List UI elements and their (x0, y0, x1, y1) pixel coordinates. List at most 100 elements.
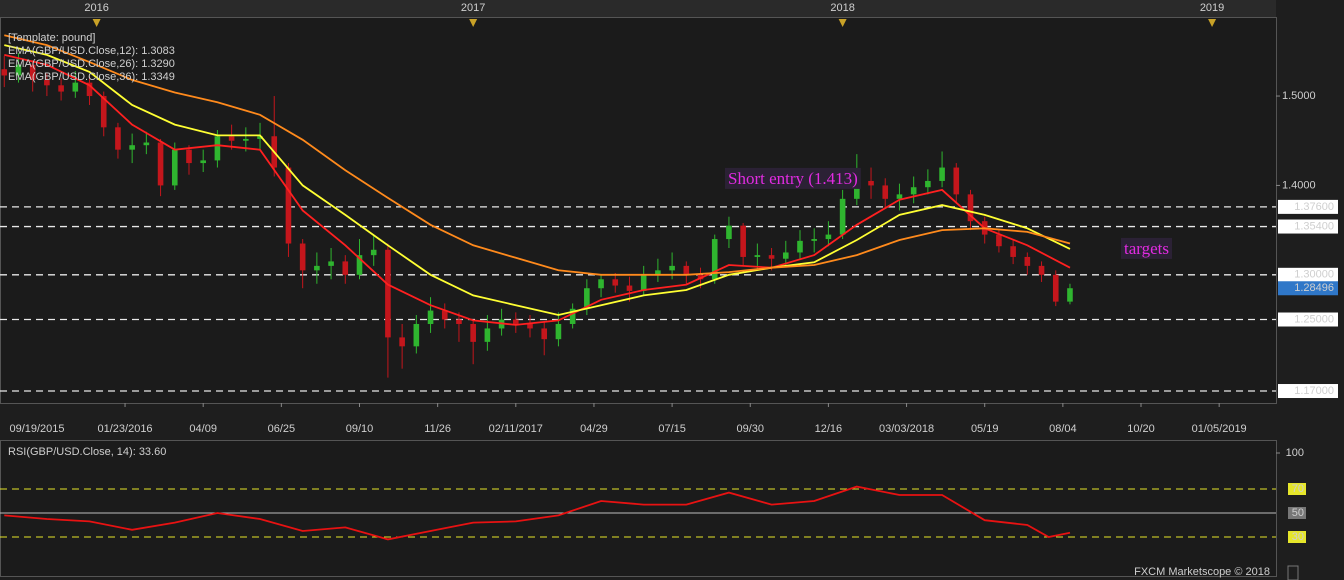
candle-body (484, 328, 491, 342)
y-tick-label: 100 (1286, 447, 1304, 459)
x-tick-label: 09/30 (736, 423, 764, 435)
annotation: Short entry (1.413) (728, 169, 858, 188)
candle-body (257, 136, 263, 139)
candle-body (683, 265, 690, 275)
year-label: 2016 (84, 2, 108, 14)
candle-body (72, 82, 79, 92)
candle-body (399, 337, 405, 347)
year-marker (92, 19, 101, 27)
rsi-panel (0, 440, 1277, 577)
legend-entry: EMA(GBP/USD.Close,12): 1.3083 (8, 45, 175, 57)
candle-body (299, 243, 306, 271)
candle-body (541, 328, 548, 340)
last-price-box (1278, 281, 1338, 296)
y-tick-box (1288, 531, 1306, 543)
ema-line (4, 34, 1071, 276)
candle-body (115, 127, 121, 150)
candle-body (811, 239, 817, 241)
y-tick-label: 30 (1292, 531, 1304, 543)
candle-body (854, 180, 860, 199)
price-plot: 1.5000 1.4000 1.37600 1.35400 1.30000 1.25000… (0, 34, 1338, 399)
candle-body (100, 96, 107, 128)
y-tick-label: 50 (1292, 507, 1304, 519)
year-marker (1208, 19, 1217, 27)
candle-body (598, 279, 604, 289)
annotation: targets (1124, 239, 1169, 258)
candle-body (967, 194, 974, 222)
level-label: 1.35400 (1294, 220, 1334, 232)
candle-body (669, 265, 675, 271)
scroll-box (1287, 565, 1299, 580)
level-box (1278, 312, 1338, 327)
candle-body (825, 234, 832, 240)
candle-body (953, 167, 960, 195)
candle-body (882, 185, 889, 199)
candle-body (626, 285, 633, 291)
candle-body (58, 85, 64, 92)
candle-body (939, 167, 945, 181)
candle-body (512, 319, 519, 324)
candle-body (910, 187, 917, 195)
candle-body (370, 249, 377, 256)
x-tick-label: 04/29 (580, 423, 608, 435)
y-tick-box (1288, 483, 1306, 495)
candle-body (385, 249, 391, 338)
x-tick-label: 09/10 (346, 423, 374, 435)
annotation-box (1121, 237, 1173, 259)
y-tick-box (1288, 507, 1306, 519)
candle-body (697, 274, 704, 280)
year-marker (838, 19, 847, 27)
candle-body (285, 167, 292, 244)
candle-body (839, 198, 846, 235)
x-tick-label: 11/26 (424, 423, 451, 435)
template-label: [Template: pound] (8, 32, 95, 44)
x-tick-label: 06/25 (268, 423, 296, 435)
candle-body (1, 69, 8, 76)
candle-body (1010, 246, 1016, 257)
level-box (1278, 267, 1338, 282)
level-label: 1.17000 (1294, 385, 1334, 397)
candle-body (640, 274, 647, 291)
candle-body (782, 252, 789, 259)
x-tick-label: 01/05/2019 (1192, 423, 1247, 435)
year-label: 2019 (1200, 2, 1224, 14)
candle-body (996, 234, 1002, 247)
rsi-line (4, 485, 1071, 541)
candle-body (243, 138, 249, 141)
candle-body (1067, 288, 1073, 302)
candle-body (413, 323, 420, 347)
candle-body (1024, 256, 1031, 266)
y-tick-label: 1.4000 (1282, 179, 1316, 191)
footer: FXCM Marketscope © 2018 (1134, 566, 1270, 578)
candle-body (584, 288, 590, 309)
candle-body (427, 310, 434, 324)
level-box (1278, 384, 1338, 399)
candle-body (86, 82, 93, 97)
candle-body (15, 64, 22, 76)
year-marker (469, 19, 478, 27)
candle-body (655, 270, 661, 275)
candle-body (44, 79, 50, 86)
x-tick-label: 07/15 (658, 423, 686, 435)
candle-body (555, 323, 562, 340)
candle-body (754, 255, 761, 257)
candle-body (314, 265, 320, 271)
candle-body (214, 136, 221, 161)
level-label: 1.25000 (1294, 313, 1334, 325)
candle-body (768, 255, 775, 259)
x-tick-label: 02/11/2017 (489, 423, 543, 435)
candle-body (612, 279, 619, 286)
candle-body (441, 310, 448, 320)
x-tick-label: 09/19/2015 (9, 423, 64, 435)
candle-body (356, 255, 363, 275)
candle-body (1038, 265, 1045, 275)
x-tick-label: 04/09 (189, 423, 217, 435)
level-label: 1.37600 (1294, 201, 1334, 213)
candle-body (200, 160, 206, 164)
x-tick-label: 03/03/2018 (879, 423, 934, 435)
candle-body (342, 261, 349, 275)
x-tick-label: 12/16 (815, 423, 843, 435)
candle-body (29, 64, 36, 80)
level-box (1278, 199, 1338, 214)
